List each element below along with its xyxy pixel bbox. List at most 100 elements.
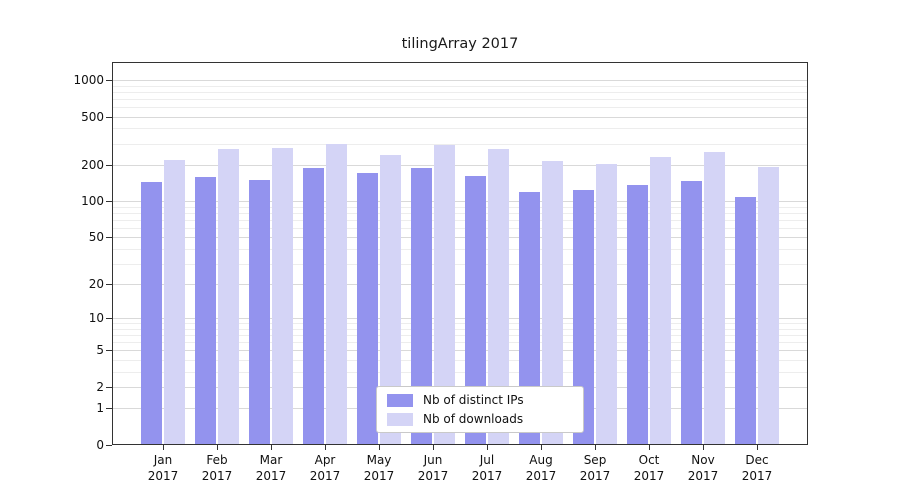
major-gridline <box>112 80 808 81</box>
x-axis-label-jun: Jun 2017 <box>417 453 449 483</box>
y-axis-tick-label: 100 <box>81 194 104 209</box>
y-axis-tick-mark <box>106 445 112 446</box>
x-axis-tick-mark <box>757 445 758 450</box>
minor-gridline <box>112 91 808 93</box>
y-axis-tick-label: 50 <box>88 230 104 245</box>
bar-distinct-ips-oct <box>627 185 648 445</box>
major-gridline <box>112 164 808 166</box>
x-axis-tick-mark <box>487 445 488 450</box>
minor-gridline <box>112 227 808 229</box>
bar-distinct-ips-dec <box>735 197 756 445</box>
minor-gridline <box>112 98 808 100</box>
legend-swatch-distinct-ips <box>387 393 413 407</box>
x-axis-tick-mark <box>379 445 380 450</box>
bar-downloads-sep <box>596 164 617 445</box>
bar-downloads-nov <box>704 152 725 445</box>
minor-gridline <box>112 206 808 208</box>
major-gridline <box>112 318 808 320</box>
legend-row-downloads: Nb of downloads <box>387 412 573 426</box>
bar-downloads-mar <box>272 147 293 445</box>
y-axis-tick-mark <box>106 284 112 286</box>
bar-downloads-jan <box>164 160 185 445</box>
minor-gridline <box>112 128 808 130</box>
y-axis-tick-mark <box>106 116 112 118</box>
bar-distinct-ips-jun <box>411 168 432 445</box>
minor-gridline <box>112 323 808 325</box>
x-axis-label-dec: Dec 2017 <box>741 453 773 483</box>
bar-downloads-aug <box>542 161 563 445</box>
y-axis-tick-mark <box>106 237 112 239</box>
minor-gridline <box>112 219 808 221</box>
minor-gridline <box>112 342 808 344</box>
minor-gridline <box>112 360 808 361</box>
minor-gridline <box>112 107 808 108</box>
x-axis-label-jul: Jul 2017 <box>471 453 503 483</box>
x-axis-label-mar: Mar 2017 <box>255 453 287 483</box>
bar-downloads-dec <box>758 167 779 445</box>
bar-distinct-ips-mar <box>249 179 270 445</box>
y-axis-tick-label: 1000 <box>73 73 104 87</box>
y-axis-tick-mark <box>106 201 112 203</box>
y-axis-tick-label: 20 <box>88 277 104 292</box>
y-axis-tick-mark <box>106 318 112 320</box>
bar-distinct-ips-jul <box>465 175 486 445</box>
minor-gridline <box>112 335 808 337</box>
minor-gridline <box>112 263 808 265</box>
legend-label-downloads: Nb of downloads <box>423 412 524 426</box>
bar-downloads-oct <box>650 157 671 445</box>
x-axis-tick-mark <box>541 445 542 450</box>
bar-downloads-feb <box>218 149 239 445</box>
x-axis-tick-mark <box>325 445 326 450</box>
y-axis-tick-label: 0 <box>96 438 104 452</box>
x-axis-tick-mark <box>433 445 434 450</box>
x-axis-label-oct: Oct 2017 <box>633 453 665 483</box>
major-gridline <box>112 237 808 239</box>
bar-distinct-ips-may <box>357 172 378 445</box>
y-axis-tick-label: 500 <box>81 109 104 124</box>
x-axis-label-sep: Sep 2017 <box>579 453 611 483</box>
plot-area: Nb of distinct IPs Nb of downloads <box>112 62 808 445</box>
x-axis-tick-mark <box>703 445 704 450</box>
major-gridline <box>112 350 808 352</box>
y-axis-tick-mark <box>106 164 112 166</box>
major-gridline <box>112 284 808 286</box>
y-axis-tick-mark <box>106 350 112 352</box>
y-axis-tick-mark <box>106 408 112 410</box>
minor-gridline <box>112 248 808 250</box>
bar-downloads-may <box>380 155 401 445</box>
bar-downloads-jul <box>488 149 509 445</box>
x-axis-label-may: May 2017 <box>363 453 395 483</box>
legend-swatch-downloads <box>387 412 413 426</box>
y-axis-tick-label: 10 <box>88 311 104 326</box>
minor-gridline <box>112 85 808 87</box>
y-axis-tick-label: 2 <box>96 379 104 394</box>
minor-gridline <box>112 212 808 214</box>
bar-distinct-ips-nov <box>681 181 702 445</box>
major-gridline <box>112 116 808 118</box>
y-axis-tick-label: 1 <box>96 401 104 416</box>
x-axis-label-apr: Apr 2017 <box>309 453 341 483</box>
chart-title: tilingArray 2017 <box>401 36 519 52</box>
bar-distinct-ips-jan <box>141 181 162 445</box>
bar-downloads-jun <box>434 145 455 445</box>
legend-row-distinct-ips: Nb of distinct IPs <box>387 393 573 407</box>
x-axis-tick-mark <box>217 445 218 450</box>
minor-gridline <box>112 143 808 145</box>
x-axis-label-aug: Aug 2017 <box>525 453 557 483</box>
x-axis-tick-mark <box>163 445 164 450</box>
x-axis-label-jan: Jan 2017 <box>147 453 179 483</box>
minor-gridline <box>112 328 808 330</box>
legend: Nb of distinct IPs Nb of downloads <box>376 386 584 433</box>
bar-downloads-apr <box>326 143 347 445</box>
bar-distinct-ips-aug <box>519 192 540 445</box>
x-axis-tick-mark <box>649 445 650 450</box>
y-axis-tick-label: 5 <box>96 343 104 358</box>
x-axis-label-nov: Nov 2017 <box>687 453 719 483</box>
bar-distinct-ips-feb <box>195 176 216 445</box>
legend-label-distinct-ips: Nb of distinct IPs <box>423 393 524 407</box>
y-axis-tick-mark <box>106 80 112 81</box>
minor-gridline <box>112 371 808 373</box>
x-axis-tick-mark <box>271 445 272 450</box>
y-axis-tick-label: 200 <box>81 157 104 172</box>
